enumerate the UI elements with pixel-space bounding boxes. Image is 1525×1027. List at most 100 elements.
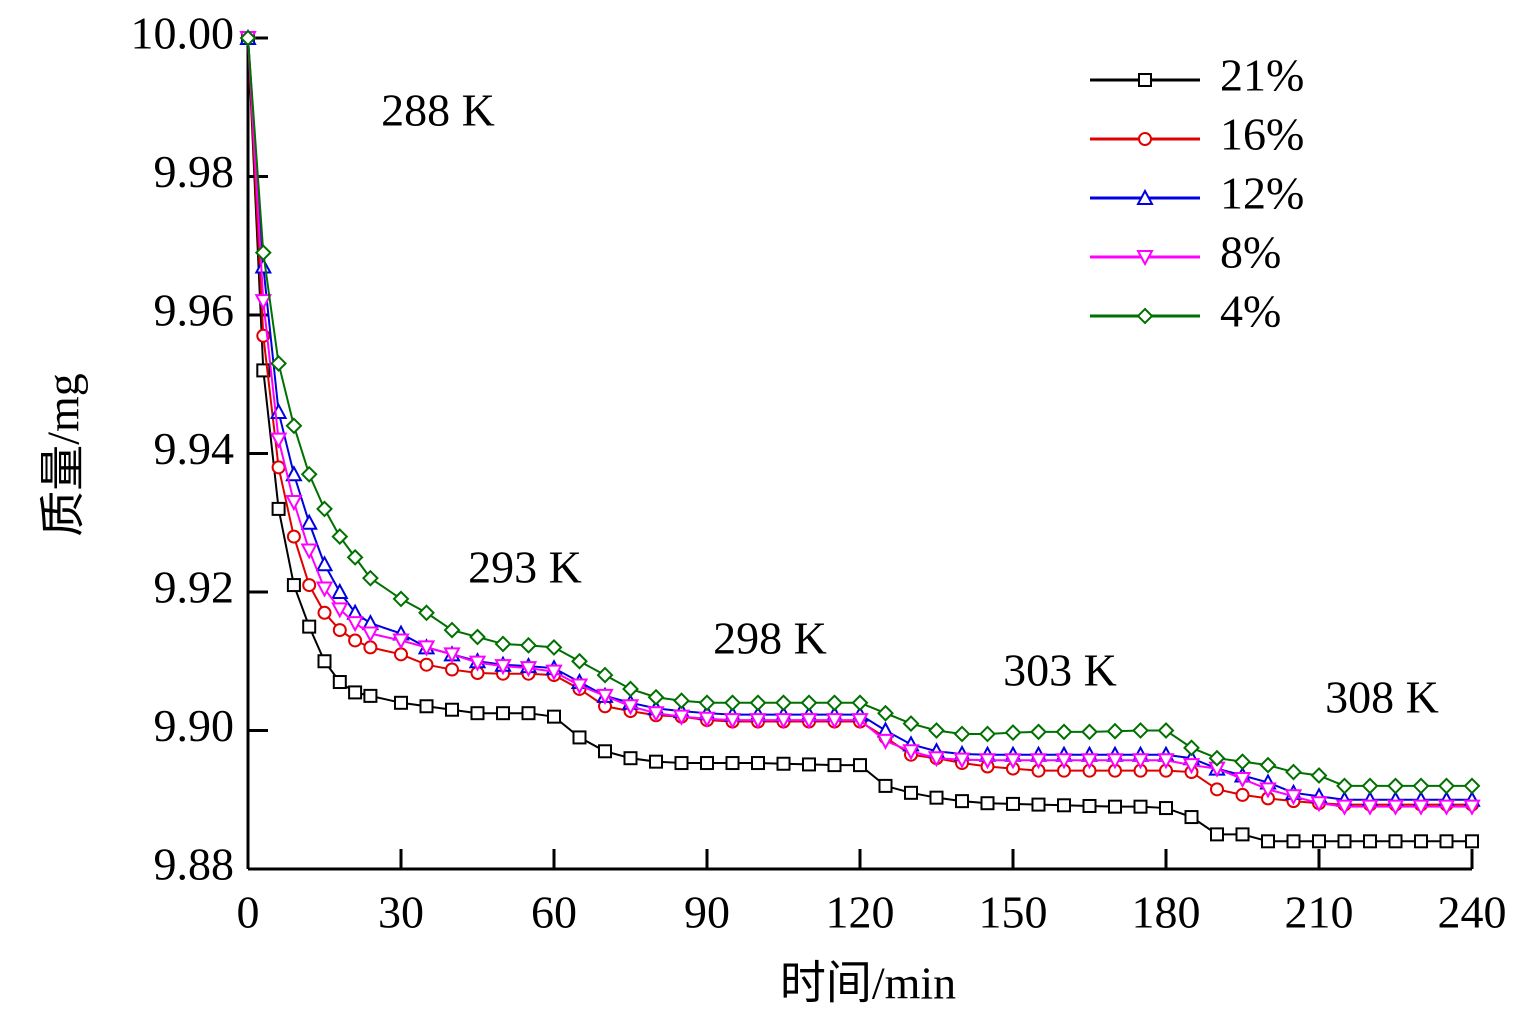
data-point	[1210, 782, 1224, 797]
series-line	[247, 37, 1472, 801]
data-point	[520, 636, 537, 654]
y-tick-label: 9.90	[154, 700, 235, 751]
data-point	[672, 709, 691, 726]
legend-marker	[1136, 188, 1154, 205]
x-axis-title: 时间/min	[780, 958, 956, 1009]
data-point	[1157, 722, 1175, 739]
data-point	[700, 756, 714, 771]
series-line	[247, 37, 1472, 808]
data-point	[1310, 796, 1328, 813]
data-point	[392, 590, 410, 608]
x-tick-label: 240	[1438, 887, 1507, 938]
data-point	[1261, 834, 1275, 849]
data-point	[928, 722, 945, 739]
data-point	[1284, 789, 1303, 806]
data-point	[1184, 810, 1199, 825]
data-point	[494, 659, 512, 676]
data-point	[598, 744, 612, 759]
data-point	[300, 465, 318, 483]
annotation: 303 K	[1003, 645, 1117, 696]
data-point	[1157, 753, 1175, 770]
y-tick-label: 9.88	[154, 839, 235, 890]
data-point	[800, 713, 818, 730]
data-point	[361, 626, 380, 643]
data-point	[1235, 787, 1250, 802]
series-line	[247, 37, 1472, 806]
data-point	[1361, 799, 1379, 816]
data-point	[802, 757, 816, 772]
data-point	[955, 794, 969, 809]
data-point	[851, 694, 869, 712]
data-point	[1182, 758, 1201, 775]
data-point	[1082, 798, 1097, 813]
data-point	[332, 623, 347, 638]
data-point	[1361, 777, 1379, 795]
data-point	[302, 619, 317, 634]
data-point	[443, 621, 461, 639]
data-point	[902, 744, 920, 761]
data-point	[521, 706, 536, 721]
data-point	[315, 555, 334, 572]
data-point	[332, 675, 347, 690]
data-point	[316, 500, 333, 518]
data-point	[519, 661, 538, 678]
y-tick-label: 9.98	[154, 146, 235, 197]
data-point	[1286, 834, 1301, 849]
data-point	[1386, 799, 1405, 816]
data-point	[851, 713, 869, 730]
data-point	[1465, 834, 1479, 849]
data-point	[1159, 801, 1173, 816]
data-point	[469, 628, 486, 646]
data-point	[269, 402, 288, 419]
data-point	[545, 638, 563, 656]
data-point	[1004, 753, 1022, 770]
legend-marker	[1136, 250, 1154, 267]
data-point	[547, 709, 561, 724]
data-point	[348, 685, 363, 700]
data-point	[751, 756, 765, 771]
data-point	[953, 752, 971, 769]
y-tick-label: 9.96	[154, 285, 235, 336]
data-point	[285, 465, 303, 482]
data-point	[1387, 777, 1404, 795]
data-point	[443, 647, 461, 664]
data-point	[418, 604, 435, 622]
data-point	[622, 680, 639, 698]
data-point	[776, 756, 791, 771]
data-point	[494, 635, 512, 653]
data-point	[361, 569, 379, 587]
data-point	[254, 244, 272, 262]
x-tick-label: 30	[378, 887, 424, 938]
data-point	[363, 688, 378, 703]
data-point	[1463, 777, 1481, 795]
data-point	[979, 725, 996, 743]
legend-label: 12%	[1220, 168, 1304, 219]
data-point	[571, 652, 588, 670]
y-tick-label: 9.94	[154, 423, 235, 474]
x-tick-label: 60	[531, 887, 577, 938]
y-axis-title: 质量/mg	[38, 373, 89, 537]
data-point	[1463, 799, 1481, 816]
data-point	[286, 578, 301, 593]
data-point	[1335, 799, 1354, 816]
data-point	[596, 688, 614, 705]
data-point	[317, 605, 332, 620]
data-point	[445, 662, 459, 677]
data-point	[1108, 799, 1122, 814]
data-point	[724, 694, 741, 712]
data-point	[270, 355, 288, 372]
data-point	[317, 654, 332, 669]
data-point	[826, 694, 843, 712]
data-point	[254, 294, 272, 311]
y-tick-label: 9.92	[154, 562, 235, 613]
data-point	[1029, 753, 1048, 770]
data-point	[1106, 722, 1124, 740]
data-point	[876, 733, 895, 750]
data-point	[877, 704, 894, 722]
x-tick-label: 90	[684, 887, 730, 938]
data-point	[470, 706, 485, 721]
data-point	[572, 730, 587, 745]
data-point	[285, 494, 303, 512]
data-point	[647, 706, 665, 723]
legend-marker	[1138, 73, 1152, 87]
